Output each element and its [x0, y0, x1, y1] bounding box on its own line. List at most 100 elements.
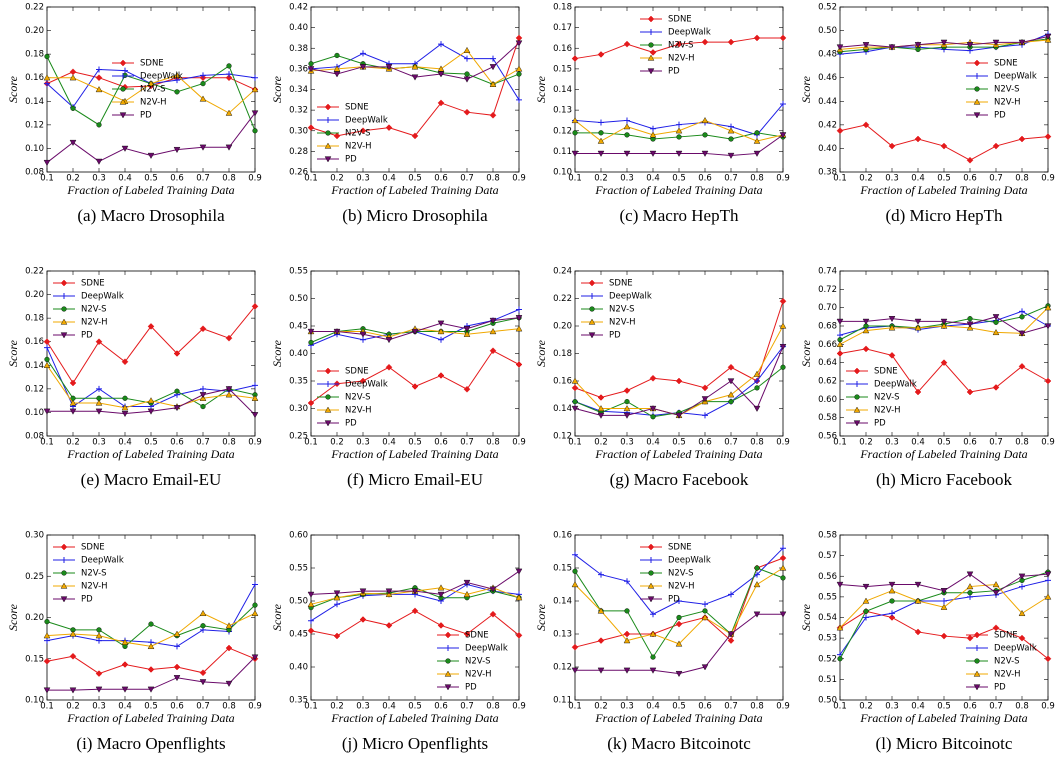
marker: [96, 637, 102, 644]
y-tick-label: 0.50: [818, 696, 837, 706]
legend-label: N2V-H: [345, 142, 372, 152]
x-tick-label: 0.5: [937, 174, 951, 184]
y-tick-label: 0.52: [818, 3, 837, 13]
marker: [571, 377, 579, 384]
marker: [251, 86, 259, 93]
marker: [753, 405, 761, 412]
marker: [489, 64, 497, 71]
caption: (b) Micro Drosophila: [342, 206, 488, 225]
legend-marker: [974, 86, 980, 92]
y-tick-label: 0.50: [289, 597, 308, 607]
legend-marker: [647, 68, 655, 75]
x-tick-label: 0.6: [170, 174, 184, 184]
legend-label: N2V-S: [668, 569, 694, 579]
x-tick-label: 0.8: [222, 702, 236, 712]
x-tick-label: 0.7: [196, 702, 210, 712]
marker: [95, 399, 103, 406]
x-tick-label: 0.8: [1015, 174, 1029, 184]
legend-label: PD: [874, 419, 886, 429]
marker: [836, 340, 844, 347]
marker: [1019, 583, 1025, 590]
marker: [889, 598, 895, 604]
subplot: 0.56 0.58 0.60 0.62 0.64 0.66 0.68 0.70 0.72 0.74…: [799, 267, 1055, 489]
marker: [1045, 577, 1051, 584]
marker: [940, 588, 948, 595]
legend-label: SDNE: [345, 367, 369, 377]
x-tick-label: 0.2: [594, 174, 608, 184]
marker: [966, 571, 974, 578]
marker: [571, 581, 579, 588]
marker: [489, 347, 497, 355]
legend-marker: [853, 420, 861, 427]
marker: [225, 144, 233, 151]
marker: [702, 601, 708, 608]
y-tick-label: 0.53: [818, 634, 837, 644]
plot-frame: [310, 270, 520, 437]
marker: [992, 142, 1000, 150]
x-tick-label: 0.8: [750, 438, 764, 448]
marker: [173, 675, 181, 682]
marker: [307, 627, 315, 635]
marker: [753, 611, 761, 618]
marker: [463, 46, 471, 53]
y-tick-label: 0.25: [25, 572, 44, 582]
legend-label: DeepWalk: [994, 644, 1037, 654]
marker: [753, 370, 761, 377]
x-tick-label: 0.5: [937, 438, 951, 448]
y-tick-label: 0.20: [25, 26, 44, 36]
legend-label: N2V-H: [81, 318, 108, 328]
legend-marker: [973, 59, 981, 67]
y-tick-label: 0.54: [818, 613, 837, 623]
marker: [252, 382, 258, 389]
x-tick-label: 0.1: [40, 438, 54, 448]
marker: [173, 350, 181, 357]
caption: (c) Macro HepTh: [620, 206, 739, 225]
marker: [836, 350, 844, 357]
y-tick-label: 0.22: [25, 267, 44, 277]
x-tick-label: 0.2: [330, 438, 344, 448]
marker: [226, 71, 232, 78]
x-tick-label: 0.8: [486, 438, 500, 448]
x-tick-label: 0.5: [672, 702, 686, 712]
marker: [199, 609, 207, 616]
legend-marker: [61, 293, 67, 299]
x-tick-label: 0.5: [408, 174, 422, 184]
x-tick-label: 0.1: [568, 702, 582, 712]
legend-label: SDNE: [668, 543, 692, 553]
x-tick-label: 0.2: [66, 174, 80, 184]
marker: [624, 117, 630, 124]
marker: [226, 63, 232, 69]
legend-label: SDNE: [609, 279, 633, 289]
x-axis-label: Fraction of Labeled Training Data: [330, 711, 498, 725]
marker: [69, 408, 77, 415]
marker: [624, 578, 630, 585]
marker: [862, 583, 870, 590]
x-tick-label: 0.4: [118, 174, 132, 184]
marker: [1044, 304, 1052, 311]
legend-label: PD: [994, 111, 1006, 121]
x-tick-label: 0.6: [698, 438, 712, 448]
x-tick-label: 0.3: [356, 438, 370, 448]
marker: [515, 594, 523, 601]
marker: [69, 652, 77, 660]
legend-label: PD: [465, 683, 477, 693]
legend-marker: [325, 394, 331, 400]
marker: [888, 581, 896, 588]
marker: [44, 619, 50, 625]
legend-label: SDNE: [465, 631, 489, 641]
legend-marker: [325, 117, 331, 123]
x-tick-label: 0.8: [750, 702, 764, 712]
marker: [992, 314, 1000, 321]
marker: [598, 119, 604, 126]
marker: [515, 325, 523, 332]
marker: [96, 627, 102, 633]
marker: [411, 607, 419, 615]
legend-label: PD: [609, 331, 621, 341]
marker: [888, 351, 896, 359]
marker: [122, 395, 128, 401]
marker: [650, 414, 656, 420]
marker: [676, 598, 682, 604]
marker: [147, 686, 155, 693]
y-tick-label: 0.55: [818, 592, 837, 602]
marker: [515, 40, 523, 47]
